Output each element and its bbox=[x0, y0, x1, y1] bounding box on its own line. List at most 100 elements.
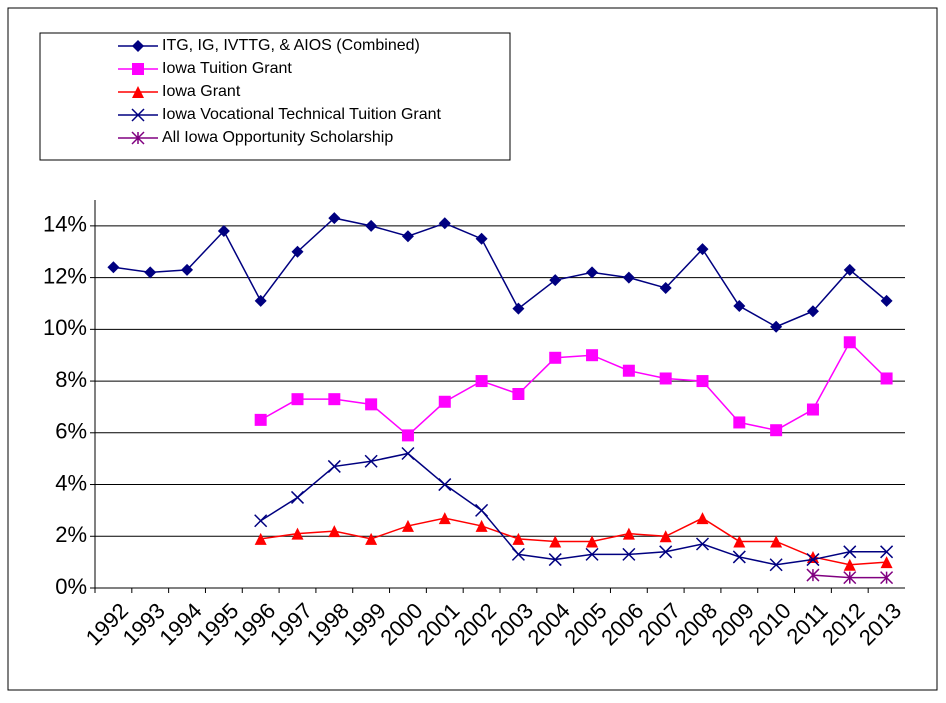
marker bbox=[843, 545, 857, 559]
marker bbox=[549, 274, 562, 287]
marker-shape bbox=[144, 266, 157, 279]
marker bbox=[438, 217, 451, 230]
marker-shape bbox=[733, 535, 746, 548]
series-line bbox=[260, 341, 888, 437]
marker-shape bbox=[132, 40, 144, 52]
marker bbox=[512, 532, 525, 545]
marker-shape bbox=[880, 294, 893, 307]
legend-marker bbox=[131, 131, 145, 145]
y-tick-label: 14% bbox=[43, 212, 87, 237]
legend-marker bbox=[131, 108, 145, 122]
marker-shape bbox=[217, 225, 230, 238]
marker-shape bbox=[769, 558, 783, 572]
marker bbox=[733, 300, 746, 313]
marker-shape bbox=[806, 305, 819, 318]
marker-shape bbox=[880, 372, 893, 385]
marker-shape bbox=[696, 512, 709, 525]
marker bbox=[769, 558, 783, 572]
marker-shape bbox=[132, 86, 144, 98]
y-tick-label: 4% bbox=[55, 470, 87, 495]
marker bbox=[548, 553, 562, 567]
marker bbox=[365, 219, 378, 232]
marker-shape bbox=[549, 274, 562, 287]
marker bbox=[586, 349, 599, 362]
legend-label: ITG, IG, IVTTG, & AIOS (Combined) bbox=[162, 37, 420, 54]
marker bbox=[770, 535, 783, 548]
legend-label: Iowa Tuition Grant bbox=[162, 60, 292, 77]
series-line bbox=[260, 452, 887, 566]
marker bbox=[181, 263, 194, 276]
y-tick-label: 10% bbox=[43, 315, 87, 340]
marker bbox=[328, 525, 341, 538]
marker-shape bbox=[254, 294, 267, 307]
marker-shape bbox=[586, 266, 599, 279]
series-line bbox=[260, 517, 887, 566]
marker-shape bbox=[132, 63, 144, 75]
marker-shape bbox=[364, 454, 378, 468]
marker bbox=[438, 512, 451, 525]
marker bbox=[586, 535, 599, 548]
marker bbox=[806, 305, 819, 318]
marker bbox=[880, 556, 893, 569]
marker bbox=[401, 429, 414, 442]
marker-shape bbox=[365, 219, 378, 232]
marker bbox=[401, 519, 414, 532]
marker-shape bbox=[512, 302, 525, 315]
marker-shape bbox=[291, 245, 304, 258]
marker-shape bbox=[401, 230, 414, 243]
marker-shape bbox=[806, 568, 820, 582]
marker-shape bbox=[622, 364, 635, 377]
marker-shape bbox=[512, 532, 525, 545]
marker-shape bbox=[328, 525, 341, 538]
marker bbox=[328, 393, 341, 406]
marker-shape bbox=[770, 320, 783, 333]
marker-shape bbox=[548, 553, 562, 567]
marker-shape bbox=[475, 503, 489, 517]
marker bbox=[475, 232, 488, 245]
marker-shape bbox=[843, 263, 856, 276]
marker bbox=[291, 527, 304, 540]
marker-shape bbox=[659, 530, 672, 543]
marker-shape bbox=[732, 550, 746, 564]
marker-shape bbox=[365, 398, 378, 411]
marker bbox=[254, 413, 267, 426]
marker-shape bbox=[843, 336, 856, 349]
y-tick-label: 12% bbox=[43, 263, 87, 288]
marker-shape bbox=[770, 535, 783, 548]
marker bbox=[843, 571, 857, 585]
marker bbox=[217, 225, 230, 238]
marker-shape bbox=[512, 388, 525, 400]
series-line bbox=[113, 217, 888, 328]
marker-shape bbox=[401, 429, 414, 442]
legend-marker bbox=[132, 40, 144, 52]
marker bbox=[806, 553, 820, 567]
legend-box bbox=[39, 32, 511, 161]
marker-shape bbox=[327, 459, 341, 473]
legend-marker bbox=[132, 86, 144, 98]
marker bbox=[475, 519, 488, 532]
y-tick-label: 2% bbox=[55, 522, 87, 547]
marker bbox=[659, 545, 673, 559]
legend-label: Iowa Vocational Technical Tuition Grant bbox=[162, 106, 442, 123]
marker-shape bbox=[401, 519, 414, 532]
marker bbox=[365, 532, 378, 545]
marker bbox=[696, 375, 709, 388]
marker-shape bbox=[843, 571, 857, 585]
marker-shape bbox=[181, 263, 194, 276]
marker-shape bbox=[291, 393, 304, 406]
marker-shape bbox=[696, 243, 709, 256]
marker bbox=[843, 558, 856, 571]
marker-shape bbox=[511, 547, 525, 561]
marker-shape bbox=[586, 535, 599, 548]
marker bbox=[549, 535, 562, 548]
marker-shape bbox=[328, 393, 341, 406]
marker bbox=[770, 424, 783, 437]
y-tick-label: 0% bbox=[55, 574, 87, 599]
marker-shape bbox=[438, 512, 451, 525]
marker-shape bbox=[291, 527, 304, 540]
marker bbox=[622, 271, 635, 284]
marker-shape bbox=[107, 261, 120, 274]
marker bbox=[328, 212, 341, 225]
marker-shape bbox=[659, 372, 672, 385]
marker bbox=[659, 530, 672, 543]
